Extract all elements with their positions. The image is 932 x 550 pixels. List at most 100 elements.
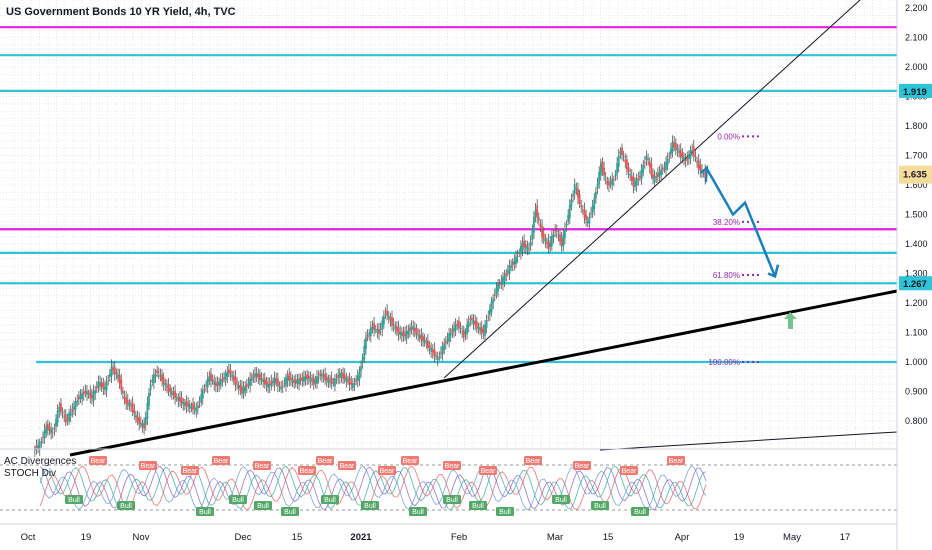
price-tick-label: 2.000 bbox=[905, 62, 928, 72]
candle-body bbox=[285, 377, 287, 386]
candle-body bbox=[169, 388, 172, 393]
candle-body bbox=[627, 166, 630, 172]
candle-body bbox=[110, 365, 113, 377]
candle-body bbox=[660, 169, 663, 176]
candle-body bbox=[73, 406, 75, 410]
candle-body bbox=[487, 316, 490, 318]
candle-body bbox=[541, 225, 543, 237]
candle-body bbox=[89, 391, 92, 398]
candle-body bbox=[611, 178, 614, 186]
candle-body bbox=[502, 277, 504, 285]
candle-body bbox=[684, 160, 687, 161]
candle-body bbox=[330, 377, 333, 385]
level-price-box bbox=[899, 276, 932, 291]
candle-body bbox=[431, 349, 434, 353]
candle-body bbox=[38, 442, 41, 450]
candle-body bbox=[449, 332, 452, 336]
candle-body bbox=[319, 373, 322, 376]
candle-body bbox=[37, 445, 39, 449]
candle-body bbox=[241, 386, 243, 394]
candle-body bbox=[427, 340, 429, 348]
candle-body bbox=[174, 390, 176, 399]
candle-body bbox=[353, 383, 356, 385]
candle-body bbox=[304, 376, 307, 381]
candle-body bbox=[144, 417, 147, 425]
candle-body bbox=[417, 334, 420, 336]
candle-body bbox=[112, 368, 115, 370]
bull-tag-text: Bull bbox=[232, 497, 244, 504]
candle-body bbox=[148, 392, 150, 407]
candle-body bbox=[356, 375, 359, 382]
candle-body bbox=[663, 167, 666, 169]
candle-body bbox=[440, 352, 442, 354]
candle-body bbox=[154, 374, 157, 377]
fib-label: 38.20% bbox=[713, 218, 740, 227]
candle-body bbox=[418, 335, 421, 339]
candle-body bbox=[443, 343, 446, 350]
time-tick-label: 19 bbox=[734, 532, 745, 543]
candle-body bbox=[151, 379, 154, 383]
candle-body bbox=[182, 401, 185, 405]
candle-body bbox=[692, 146, 695, 157]
candle-body bbox=[309, 377, 312, 382]
time-axis[interactable]: Oct 19 Nov Dec 15 2021 Feb Mar 15 Apr 19 May 17 bbox=[0, 523, 897, 543]
candle-body bbox=[102, 382, 105, 389]
bull-tag bbox=[496, 507, 514, 516]
candle-body bbox=[652, 174, 654, 179]
candle-body bbox=[63, 415, 66, 417]
candle-body bbox=[55, 419, 57, 427]
candle-body bbox=[255, 373, 258, 378]
bull-tag bbox=[443, 495, 461, 504]
candle-body bbox=[115, 372, 118, 375]
bear-tag bbox=[479, 466, 497, 475]
candle-body bbox=[516, 256, 519, 257]
candle-body bbox=[689, 150, 692, 160]
bear-tag-text: Bear bbox=[91, 458, 106, 465]
bull-tag-text: Bull bbox=[120, 503, 132, 510]
candle-body bbox=[92, 391, 95, 401]
candle-body bbox=[203, 388, 206, 390]
bear-tag-text: Bear bbox=[300, 468, 315, 475]
bear-tag-text: Bear bbox=[255, 463, 270, 470]
candle-body bbox=[482, 329, 485, 334]
candle-body bbox=[645, 156, 648, 160]
candle-body bbox=[378, 329, 380, 334]
candle-body bbox=[650, 163, 653, 176]
candle-body bbox=[511, 261, 514, 266]
bull-tag bbox=[321, 495, 339, 504]
candle-body bbox=[35, 445, 38, 450]
candle-body bbox=[630, 175, 633, 181]
time-tick-label: May bbox=[783, 532, 801, 543]
price-tick-label: 1.700 bbox=[905, 151, 928, 161]
bull-tag-text: Bull bbox=[324, 497, 336, 504]
candle-body bbox=[294, 379, 297, 384]
price-axis[interactable]: 2.2002.1002.0001.9001.8001.7001.6001.500… bbox=[896, 0, 932, 550]
candle-body bbox=[121, 390, 124, 394]
bull-tag bbox=[591, 501, 609, 510]
candle-body bbox=[226, 372, 229, 377]
fib-label: 0.00% bbox=[717, 132, 740, 141]
candle-body bbox=[413, 327, 416, 332]
candle-body bbox=[580, 205, 583, 207]
bull-tag-text: Bull bbox=[594, 503, 606, 510]
bear-tag bbox=[378, 466, 396, 475]
candle-body bbox=[317, 376, 320, 378]
candle-body bbox=[355, 379, 358, 382]
candle-body bbox=[446, 339, 449, 341]
candle-body bbox=[475, 321, 478, 329]
candle-body bbox=[699, 165, 702, 171]
candle-body bbox=[539, 224, 542, 228]
candle-body bbox=[53, 428, 56, 430]
candle-body bbox=[342, 372, 344, 379]
candle-body bbox=[311, 379, 313, 382]
candle-body bbox=[686, 157, 689, 161]
candle-body bbox=[56, 410, 59, 423]
candle-body bbox=[45, 425, 48, 434]
candle-body bbox=[495, 287, 498, 295]
candle-body bbox=[397, 327, 400, 335]
candle-body bbox=[338, 372, 341, 379]
candle-body bbox=[420, 334, 423, 340]
candle-body bbox=[578, 194, 581, 205]
candle-body bbox=[306, 374, 309, 379]
